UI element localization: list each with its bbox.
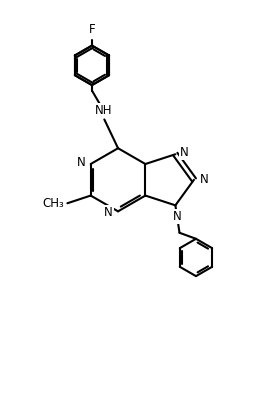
Text: N: N [200,173,209,186]
Text: NH: NH [95,104,113,117]
Text: N: N [180,146,189,158]
Text: F: F [89,23,95,36]
Text: N: N [77,156,86,169]
Text: N: N [104,206,113,219]
Text: N: N [172,210,181,223]
Text: CH₃: CH₃ [42,197,64,210]
